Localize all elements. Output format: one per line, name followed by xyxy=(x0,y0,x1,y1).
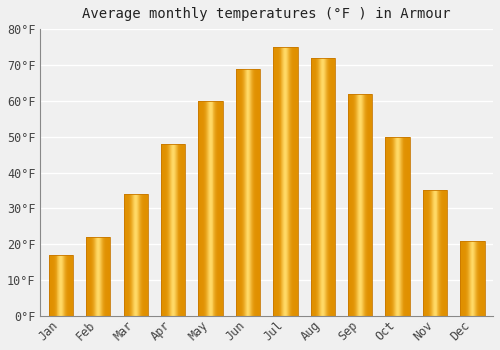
Bar xyxy=(423,190,447,316)
Bar xyxy=(273,47,297,316)
Bar xyxy=(48,255,73,316)
Bar xyxy=(310,58,335,316)
Bar xyxy=(161,144,186,316)
Bar xyxy=(236,69,260,316)
Bar xyxy=(86,237,110,316)
Bar xyxy=(124,194,148,316)
Bar xyxy=(386,136,410,316)
Title: Average monthly temperatures (°F ) in Armour: Average monthly temperatures (°F ) in Ar… xyxy=(82,7,451,21)
Bar xyxy=(348,93,372,316)
Bar xyxy=(460,241,484,316)
Bar xyxy=(198,101,222,316)
